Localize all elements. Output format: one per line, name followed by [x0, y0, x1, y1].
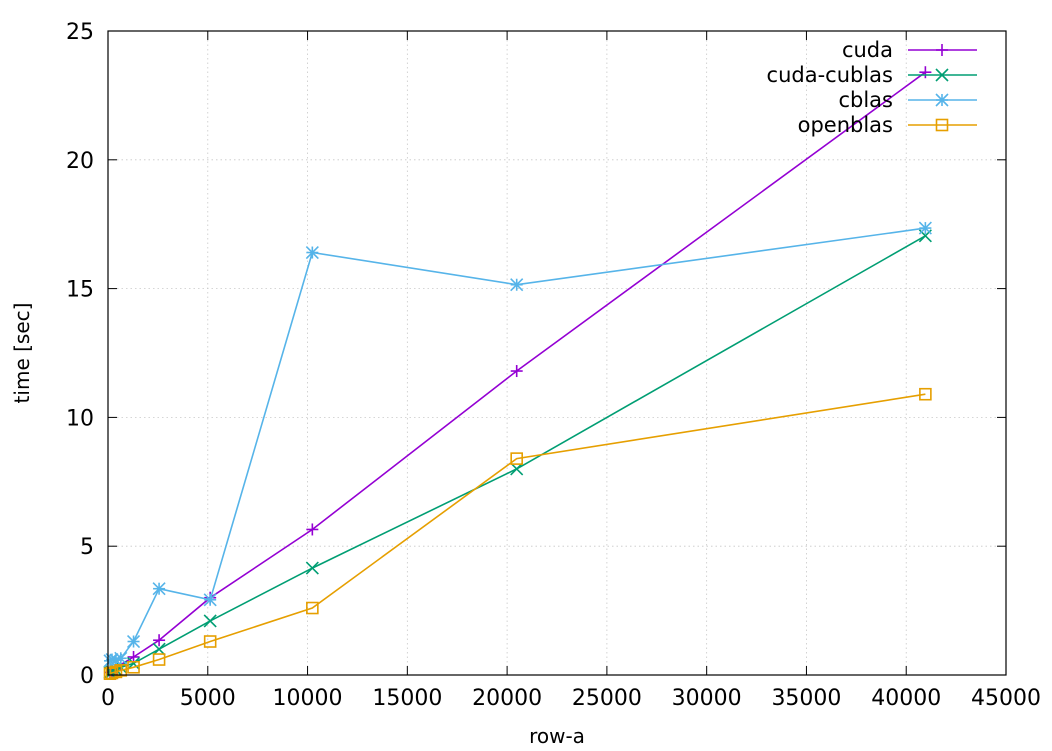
x-tick-label: 10000 [273, 686, 343, 711]
legend-label: cuda [842, 38, 893, 62]
square-marker [105, 666, 119, 680]
legend-item-cblas: cblas [838, 88, 977, 112]
marker-stroke [305, 245, 319, 260]
x-tick-label: 40000 [871, 686, 941, 711]
square-marker [935, 118, 949, 132]
marker-stroke [935, 93, 949, 107]
square-marker [127, 660, 140, 674]
cross-marker [305, 561, 319, 575]
legend-item-cuda-cublas: cuda-cublas [767, 63, 977, 87]
x-axis-label: row-a [529, 724, 585, 748]
asterisk-marker [114, 651, 128, 665]
series-line [109, 235, 926, 674]
legend-label: cuda-cublas [767, 63, 893, 87]
square-marker [510, 452, 523, 465]
legend-item-openblas: openblas [798, 113, 977, 137]
y-tick-label: 10 [66, 406, 94, 431]
plus-marker [153, 634, 166, 647]
marker-stroke [152, 582, 166, 596]
square-marker [306, 601, 319, 615]
x-tick-label: 45000 [971, 686, 1041, 711]
x-tick-label: 5000 [180, 686, 236, 711]
asterisk-marker [203, 593, 217, 607]
x-tick-label: 25000 [572, 686, 642, 711]
y-tick-label: 15 [66, 278, 94, 303]
cross-marker [510, 462, 524, 476]
asterisk-marker [305, 245, 319, 260]
plus-marker [919, 66, 932, 79]
y-tick-label: 0 [80, 664, 94, 689]
x-tick-label: 15000 [372, 686, 442, 711]
asterisk-marker [935, 93, 949, 107]
x-tick-label: 0 [101, 686, 115, 711]
cross-marker [203, 614, 217, 628]
marker-stroke [152, 642, 166, 656]
axis-ticks: 0 5000 10000 15000 20000 25000 30000 35000 40000… [66, 20, 1041, 711]
cross-marker [935, 68, 949, 82]
marker-stroke [203, 614, 217, 628]
square-marker [114, 664, 128, 677]
marker-stroke [126, 634, 141, 649]
y-axis-label: time [sec] [10, 303, 34, 404]
grid-lines [108, 31, 1006, 675]
marker-stroke [935, 68, 949, 82]
asterisk-marker [126, 634, 141, 649]
marker-stroke [510, 278, 524, 292]
series-openblas [103, 387, 932, 681]
y-tick-label: 20 [66, 149, 94, 174]
plus-marker [127, 650, 140, 663]
marker-stroke [510, 462, 524, 476]
plus-marker [936, 44, 948, 56]
series-line [109, 71, 926, 674]
y-tick-label: 5 [80, 535, 94, 560]
series-line [109, 227, 926, 662]
marker-stroke [203, 593, 217, 607]
series-cuda [103, 66, 932, 679]
cross-marker [152, 642, 166, 656]
square-marker [919, 387, 932, 401]
series-cuda-cublas [103, 229, 932, 679]
marker-stroke [126, 656, 141, 670]
legend-item-cuda: cuda [842, 38, 977, 62]
plot-frame [107, 30, 1007, 676]
square-marker [152, 653, 166, 666]
plus-marker [306, 523, 319, 536]
asterisk-marker [918, 221, 932, 235]
marker-stroke [918, 221, 932, 235]
x-tick-label: 30000 [672, 686, 742, 711]
asterisk-marker [510, 278, 524, 292]
asterisk-marker [152, 582, 166, 596]
cross-marker [126, 656, 141, 670]
marker-stroke [305, 561, 319, 575]
series-line [109, 393, 926, 675]
plus-marker [510, 365, 523, 378]
y-tick-label: 25 [66, 20, 94, 45]
series-cblas [103, 221, 932, 668]
legend-label: openblas [798, 113, 893, 137]
square-marker [203, 635, 217, 648]
x-tick-label: 35000 [771, 686, 841, 711]
legend-label: cblas [838, 88, 893, 112]
series-layer [103, 66, 932, 681]
marker-stroke [114, 651, 128, 665]
x-tick-label: 20000 [472, 686, 542, 711]
